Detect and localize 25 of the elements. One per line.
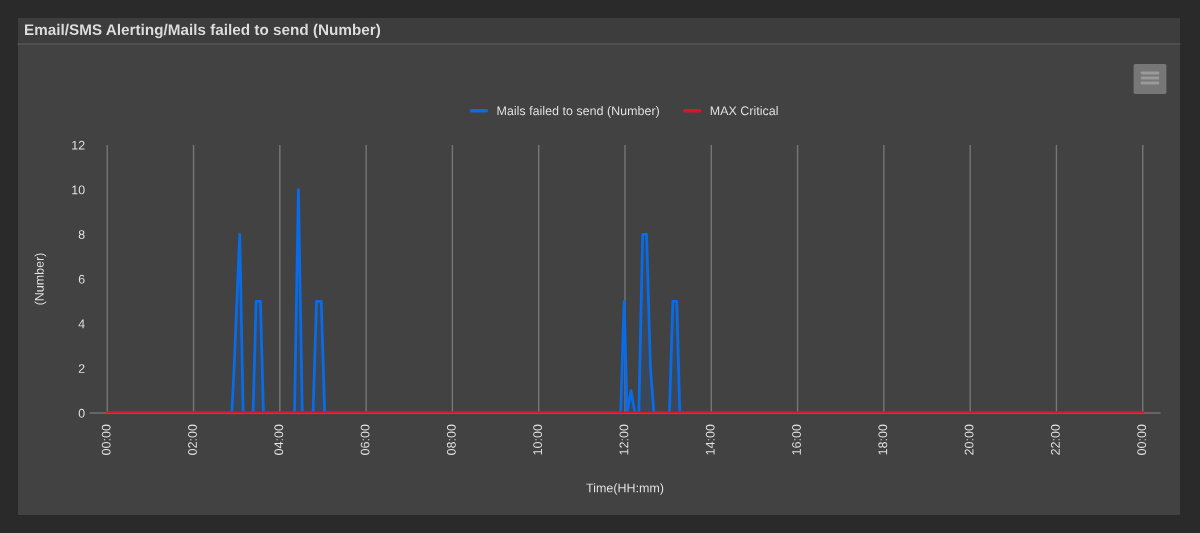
chart-title: Email/SMS Alerting/Mails failed to send (Number)	[25, 23, 381, 39]
y-tick-label: 2	[78, 364, 85, 373]
x-tick-label: 18:00	[878, 424, 888, 455]
x-tick-label: 04:00	[274, 424, 284, 455]
legend-label: MAX Critical	[710, 106, 778, 116]
y-axis-title: (Number)	[34, 253, 47, 305]
x-tick-label: 22:00	[1050, 424, 1060, 455]
x-tick-label: 20:00	[964, 424, 974, 455]
x-tick-label: 12:00	[619, 424, 629, 455]
x-tick-label: 06:00	[360, 424, 370, 455]
x-tick-label: 08:00	[446, 424, 456, 455]
y-tick-label: 12	[72, 140, 85, 150]
x-tick-label: 16:00	[792, 424, 801, 455]
x-tick-label: 00:00	[1137, 424, 1147, 455]
x-axis-title: Time(HH:mm)	[586, 483, 664, 495]
x-tick-label: 00:00	[101, 424, 111, 455]
x-tick-label: 10:00	[533, 424, 543, 455]
legend-label: Mails failed to send (Number)	[497, 106, 659, 118]
y-tick-label: 4	[78, 319, 85, 329]
y-tick-label: 10	[72, 185, 85, 195]
y-tick-label: 6	[78, 274, 85, 284]
x-tick-label: 02:00	[188, 424, 197, 455]
x-tick-label: 14:00	[705, 424, 715, 455]
y-tick-label: 8	[78, 230, 85, 239]
y-tick-label: 0	[78, 408, 85, 418]
